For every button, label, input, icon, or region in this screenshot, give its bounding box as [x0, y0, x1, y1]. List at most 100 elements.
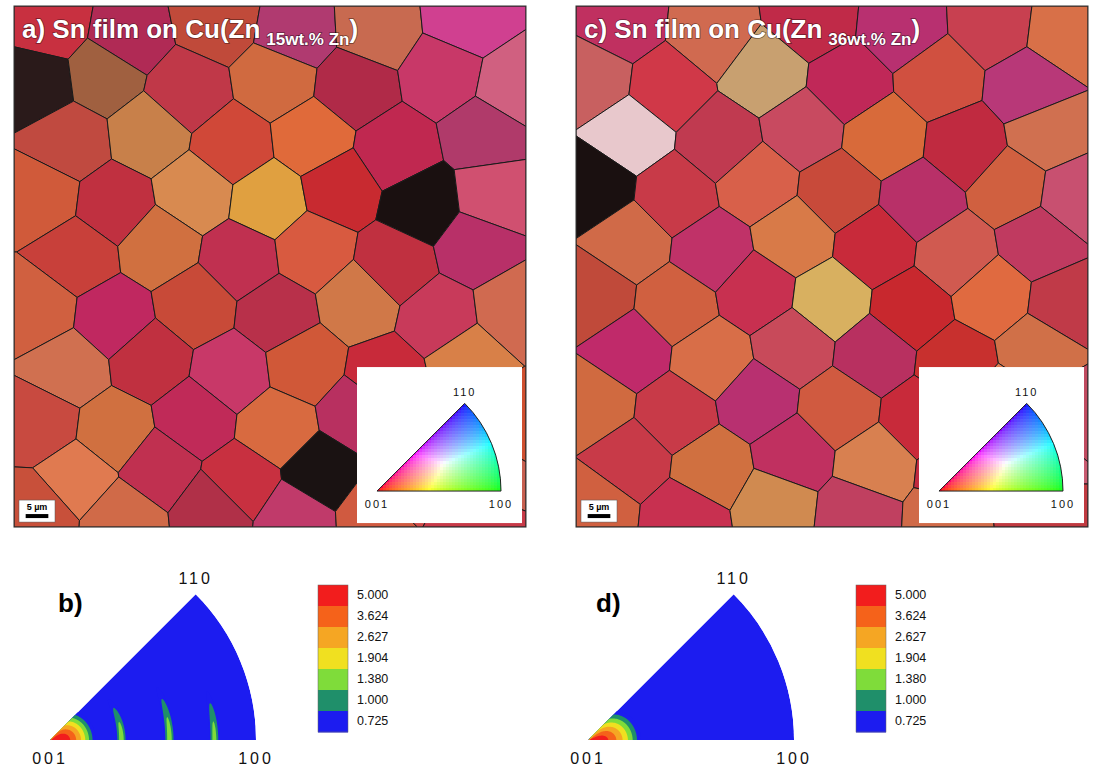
key-cell	[1002, 419, 1006, 423]
key-cell	[455, 416, 459, 420]
key-cell	[497, 455, 501, 459]
key-cell	[455, 476, 459, 480]
key-cell	[957, 479, 961, 483]
key-cell	[981, 476, 985, 480]
key-cell	[446, 410, 450, 414]
key-cell	[1035, 425, 1039, 429]
corner-label: 001	[570, 750, 606, 767]
key-cell	[987, 455, 991, 459]
key-box	[357, 367, 522, 523]
key-cell	[419, 470, 423, 474]
key-cell	[473, 428, 477, 432]
key-cell	[437, 440, 441, 444]
corner-label: 110	[178, 570, 213, 587]
key-cell	[1014, 446, 1018, 450]
key-cell	[1050, 443, 1054, 447]
colorbar-label: 3.624	[357, 609, 388, 623]
key-cell	[1044, 485, 1048, 489]
key-cell	[428, 443, 432, 447]
key-cell	[1035, 428, 1039, 432]
key-cell	[1014, 479, 1018, 483]
key-cell	[473, 482, 477, 486]
key-cell	[1026, 452, 1030, 456]
key-cell	[966, 485, 970, 489]
key-cell	[470, 428, 474, 432]
key-cell	[1026, 467, 1030, 471]
scale-label: 5 µm	[27, 502, 48, 512]
key-cell	[494, 485, 498, 489]
key-cell	[978, 485, 982, 489]
key-cell	[1020, 440, 1024, 444]
key-cell	[1017, 422, 1021, 426]
key-cell	[446, 413, 450, 417]
key-cell	[458, 416, 462, 420]
key-cell	[458, 422, 462, 426]
key-cell	[446, 470, 450, 474]
key-cell	[458, 476, 462, 480]
key-cell	[467, 482, 471, 486]
colorbar: 5.0003.6242.6271.9041.3801.0000.725	[856, 585, 926, 733]
key-cell	[1020, 446, 1024, 450]
key-cell	[455, 479, 459, 483]
key-cell	[1050, 458, 1054, 462]
key-cell	[470, 467, 474, 471]
key-cell	[1026, 461, 1030, 465]
key-cell	[446, 446, 450, 450]
key-cell	[1014, 467, 1018, 471]
key-cell	[972, 485, 976, 489]
key-cell	[969, 464, 973, 468]
key-cell	[428, 476, 432, 480]
key-cell	[1005, 458, 1009, 462]
key-cell	[410, 473, 414, 477]
key-cell	[452, 470, 456, 474]
key-cell	[1017, 398, 1021, 402]
key-cell	[473, 443, 477, 447]
key-cell	[1011, 428, 1015, 432]
key-cell	[461, 416, 465, 420]
key-cell	[446, 434, 450, 438]
key-cell	[963, 473, 967, 477]
key-cell	[975, 467, 979, 471]
key-cell	[458, 449, 462, 453]
key-cell	[485, 479, 489, 483]
key-cell	[440, 416, 444, 420]
key-cell	[443, 434, 447, 438]
key-cell	[410, 464, 414, 468]
key-cell	[461, 461, 465, 465]
key-cell	[491, 461, 495, 465]
key-cell	[452, 407, 456, 411]
key-cell	[464, 464, 468, 468]
key-cell	[1017, 446, 1021, 450]
key-cell	[1038, 455, 1042, 459]
key-cell	[482, 455, 486, 459]
key-cell	[488, 479, 492, 483]
key-cell	[1041, 434, 1045, 438]
key-cell	[1035, 434, 1039, 438]
key-cell	[434, 470, 438, 474]
grain	[730, 468, 818, 527]
key-cell	[1005, 476, 1009, 480]
corner-label: 110	[716, 570, 751, 587]
key-cell	[1035, 473, 1039, 477]
key-cell	[981, 470, 985, 474]
key-cell	[1044, 452, 1048, 456]
key-cell	[458, 482, 462, 486]
key-cell	[1047, 464, 1051, 468]
key-cell	[407, 452, 411, 456]
key-cell	[1035, 455, 1039, 459]
grain	[576, 458, 640, 527]
key-cell	[491, 455, 495, 459]
key-cell	[437, 461, 441, 465]
key-cell	[1017, 413, 1021, 417]
key-cell	[1011, 482, 1015, 486]
key-cell	[1020, 401, 1024, 405]
key-cell	[1011, 452, 1015, 456]
key-cell	[482, 449, 486, 453]
key-cell	[1044, 464, 1048, 468]
key-cell	[395, 482, 399, 486]
key-cell	[440, 482, 444, 486]
key-cell	[1056, 467, 1060, 471]
key-cell	[443, 431, 447, 435]
key-cell	[966, 479, 970, 483]
key-cell	[461, 413, 465, 417]
